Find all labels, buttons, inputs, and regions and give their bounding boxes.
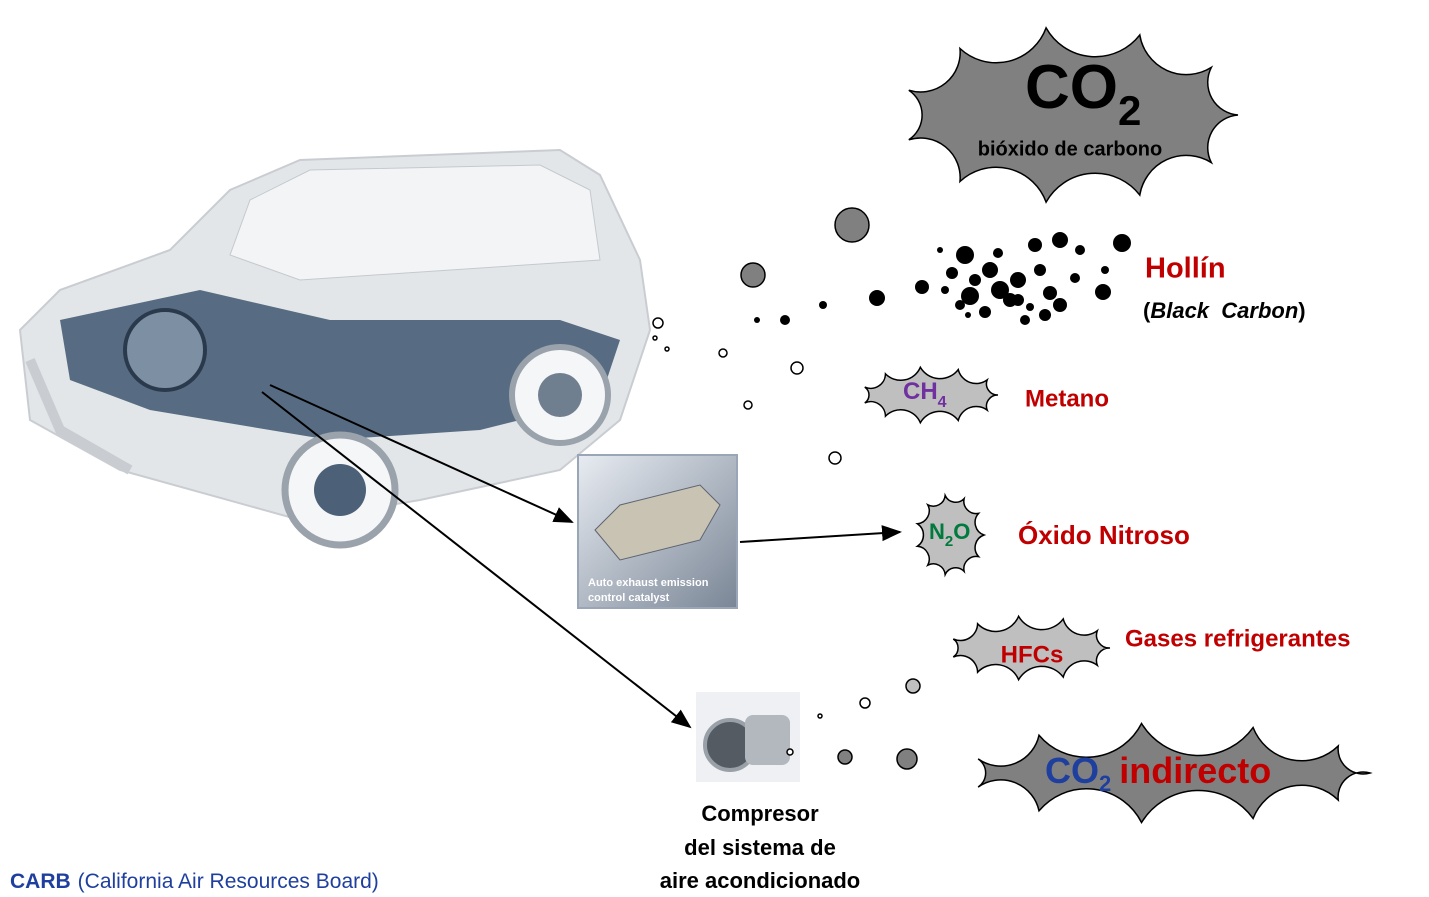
soot <box>982 262 998 278</box>
bubble <box>818 714 822 718</box>
soot <box>1039 309 1051 321</box>
soot <box>937 247 943 253</box>
soot <box>941 286 949 294</box>
soot <box>1043 286 1057 300</box>
shape <box>745 715 790 765</box>
bubble <box>791 362 803 374</box>
bubble <box>829 452 841 464</box>
soot <box>955 300 965 310</box>
soot <box>1026 303 1034 311</box>
caption: Auto exhaust emission <box>588 577 709 589</box>
bubble <box>665 347 669 351</box>
arrow <box>740 532 900 542</box>
soot <box>1101 266 1109 274</box>
soot <box>819 301 827 309</box>
label: aire acondicionado <box>660 868 861 893</box>
shape <box>538 373 582 417</box>
bubble <box>860 698 870 708</box>
bubble <box>653 318 663 328</box>
label: Óxido Nitroso <box>1018 520 1190 550</box>
bubble <box>906 679 920 693</box>
soot <box>1028 238 1042 252</box>
catalyst-image: Auto exhaust emission control catalyst <box>578 455 737 608</box>
soot <box>754 317 760 323</box>
soot <box>1034 264 1046 276</box>
subscript: 2 <box>1118 87 1141 134</box>
soot <box>780 315 790 325</box>
formula: CH <box>903 378 938 405</box>
bubble <box>835 208 869 242</box>
formula: CO <box>1025 53 1118 122</box>
label: del sistema de <box>684 835 836 860</box>
diagram: Auto exhaust emission control catalyst C… <box>0 0 1429 897</box>
shape <box>314 464 366 516</box>
soot <box>1070 273 1080 283</box>
formula: CO <box>1045 750 1099 791</box>
soot <box>956 246 974 264</box>
soot <box>869 290 885 306</box>
paren: ) <box>1298 298 1305 323</box>
soot <box>1113 234 1131 252</box>
soot <box>915 280 929 294</box>
car <box>20 150 650 545</box>
soot <box>1075 245 1085 255</box>
soot <box>946 267 958 279</box>
formula: O <box>953 519 970 544</box>
soot <box>1052 232 1068 248</box>
source-name: (California Air Resources Board) <box>78 870 379 893</box>
label: Metano <box>1025 385 1109 412</box>
label: indirecto <box>1119 750 1271 791</box>
bubble <box>787 749 793 755</box>
bubble <box>741 263 765 287</box>
soot <box>1053 298 1067 312</box>
bubble <box>744 401 752 409</box>
formula: CO2 indirecto <box>1045 750 1271 796</box>
label: Gases refrigerantes <box>1125 625 1350 652</box>
bubble <box>897 749 917 769</box>
label: Hollín <box>1145 253 1226 285</box>
soot <box>993 248 1003 258</box>
caption: control catalyst <box>588 592 670 604</box>
source: CARB (California Air Resources Board) <box>10 870 379 893</box>
subscript: 2 <box>1099 771 1111 796</box>
shape <box>230 165 600 280</box>
soot <box>1010 272 1026 288</box>
label: Compresor <box>701 801 819 826</box>
soot <box>1020 315 1030 325</box>
compressor-image <box>696 692 800 782</box>
note: Black Carbon <box>1150 298 1298 323</box>
soot <box>1095 284 1111 300</box>
subscript: 4 <box>938 394 947 411</box>
soot <box>965 312 971 318</box>
bubble <box>719 349 727 357</box>
soot <box>969 274 981 286</box>
note: (Black Carbon) <box>1143 298 1306 323</box>
bubble <box>653 336 657 340</box>
bubble <box>838 750 852 764</box>
formula: N <box>929 519 945 544</box>
shape <box>125 310 205 390</box>
formula: HFCs <box>1001 641 1064 668</box>
subscript: 2 <box>945 533 953 550</box>
soot <box>1012 294 1024 306</box>
soot <box>979 306 991 318</box>
label: bióxido de carbono <box>978 138 1162 160</box>
acronym: CARB <box>10 870 71 893</box>
